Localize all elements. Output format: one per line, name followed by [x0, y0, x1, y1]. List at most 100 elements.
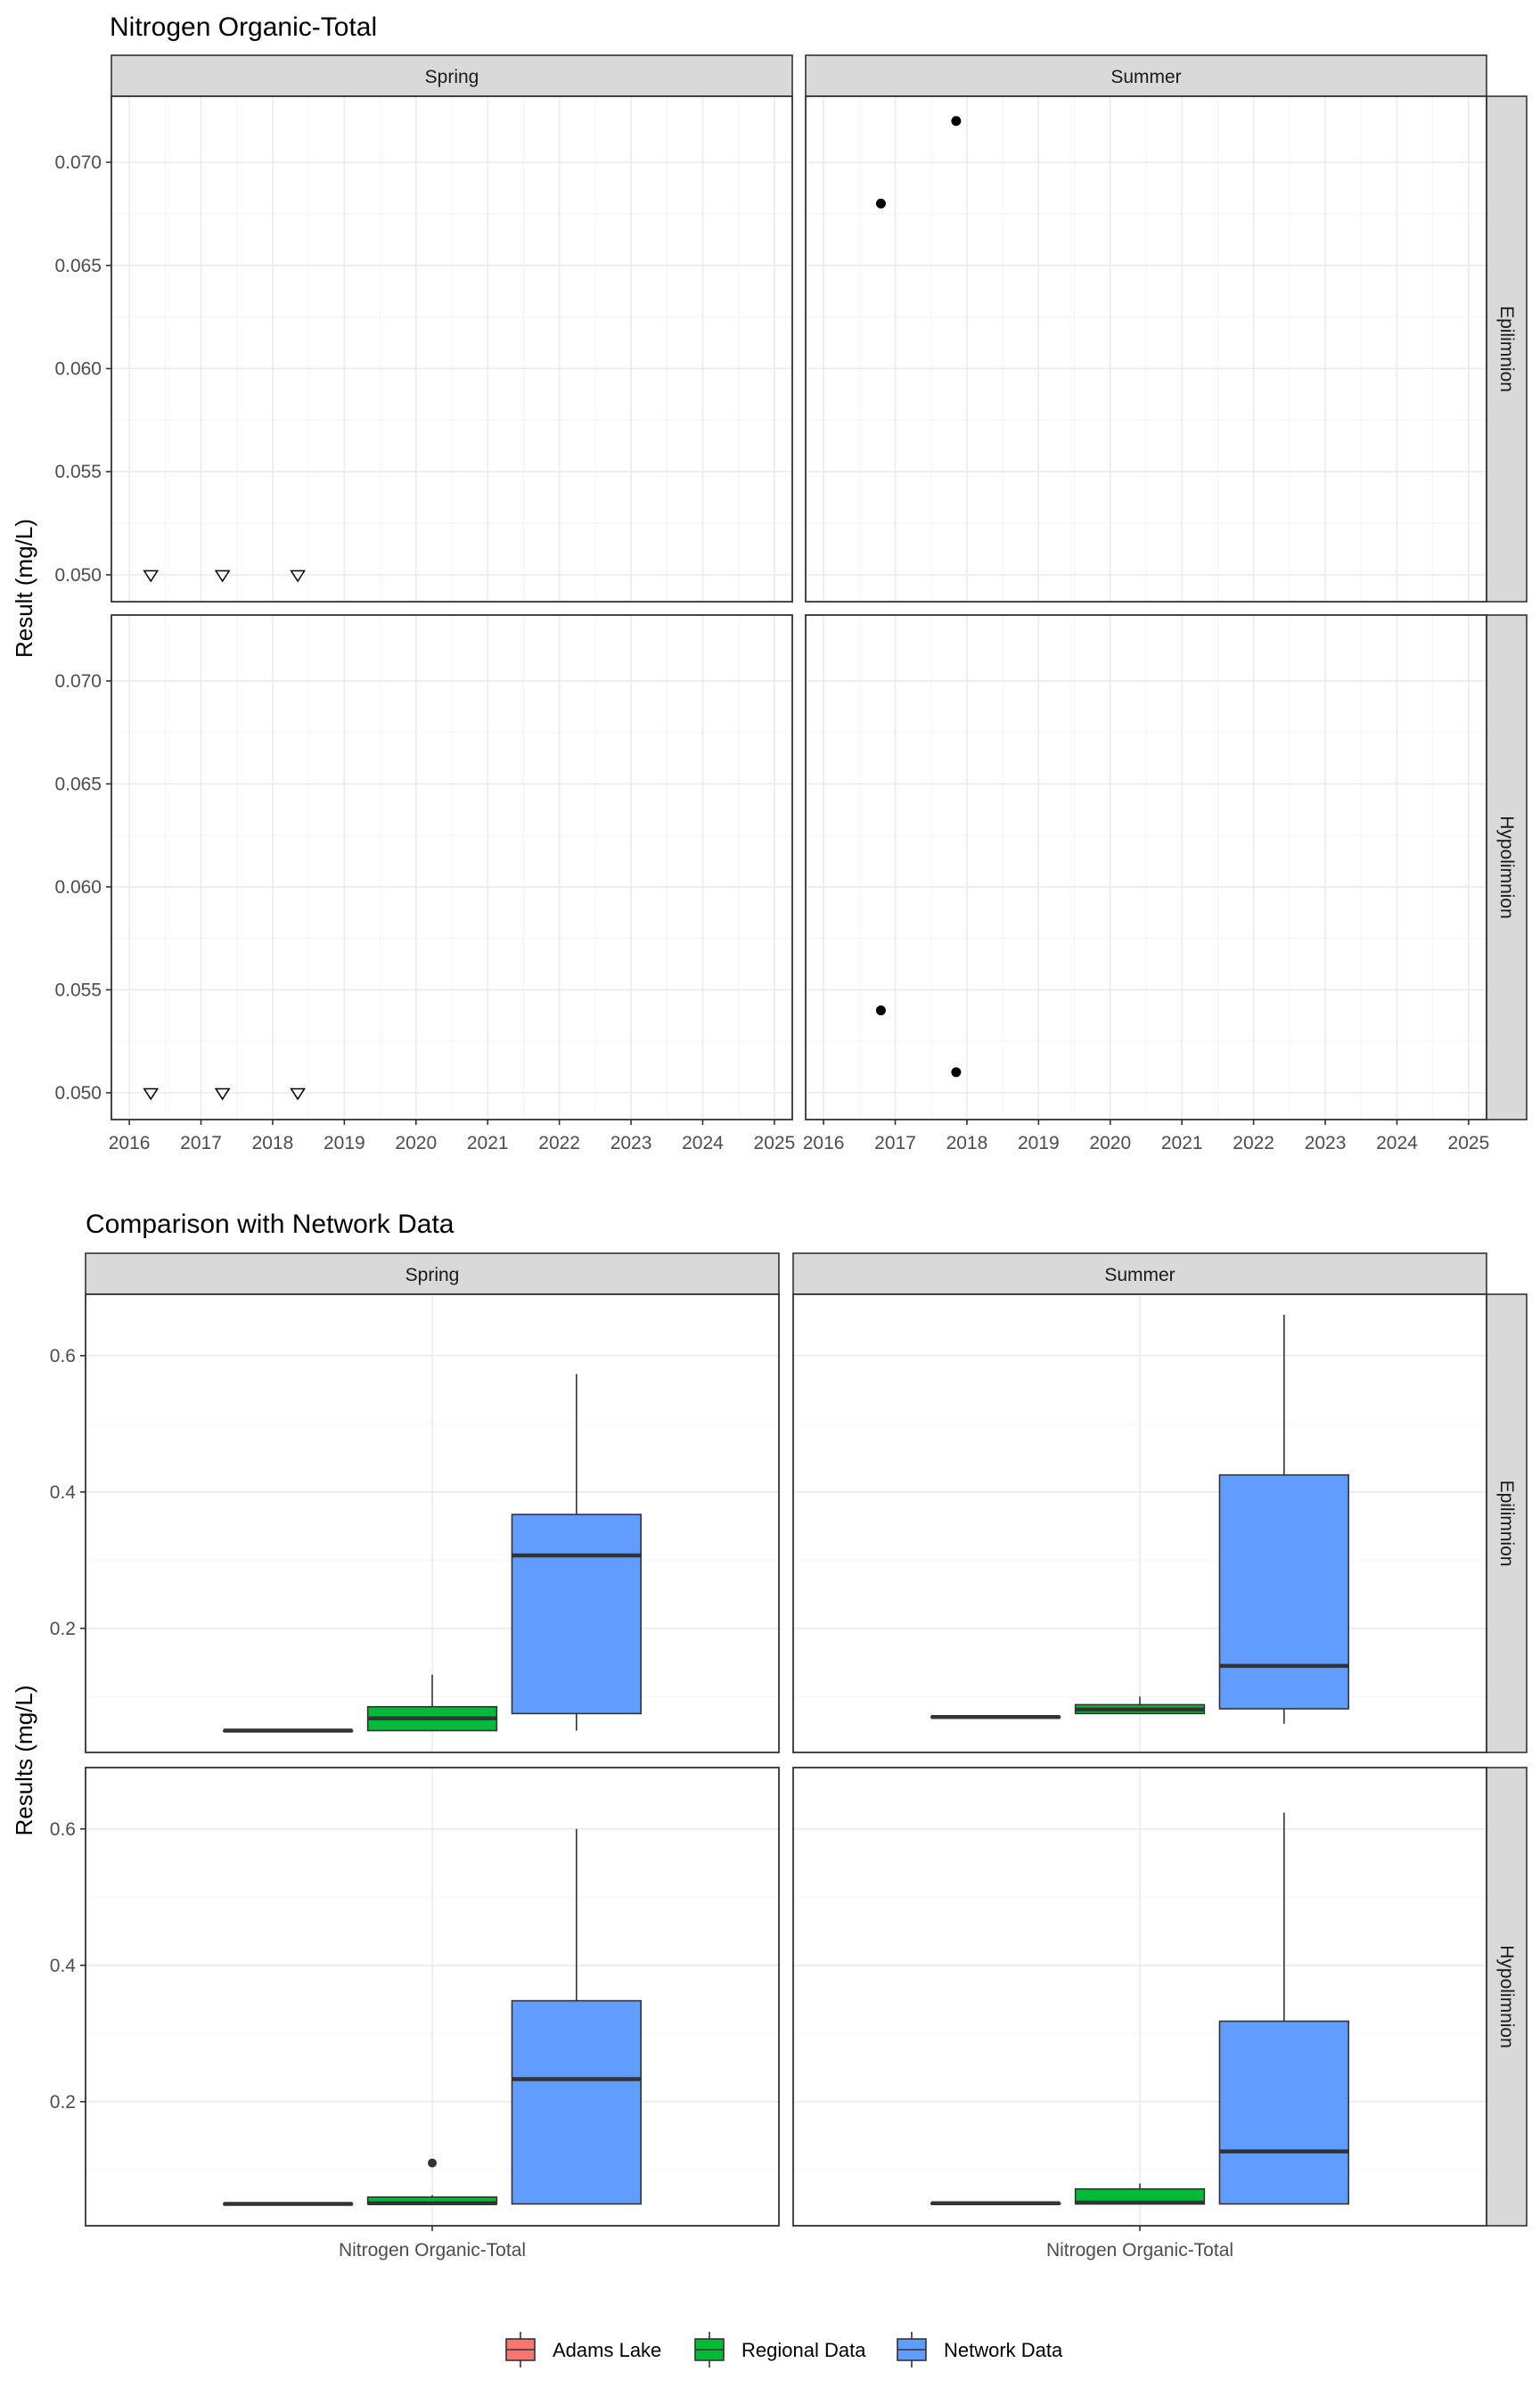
- x-tick-label: 2025: [754, 1133, 796, 1153]
- x-tick-label: 2024: [1376, 1133, 1418, 1153]
- y-tick-label: 0.070: [54, 671, 102, 692]
- strip-summer: [792, 1252, 1487, 1295]
- x-tick-label: 2023: [610, 1133, 652, 1153]
- x-tick-label: 2022: [1233, 1133, 1274, 1153]
- legend-label: Network Data: [944, 2339, 1063, 2361]
- box-regional-data: [366, 1674, 498, 1732]
- box-adams-lake: [930, 2201, 1061, 2206]
- boxplot-facet-chart: Comparison with Network Data Results (mg/…: [11, 1210, 1528, 2367]
- strip-epilimnion: [1486, 1293, 1528, 1753]
- panel-border: [805, 614, 1487, 1120]
- panel-spring-hypolimnion: [85, 1767, 780, 2227]
- y-tick-label: 0.050: [54, 1083, 102, 1104]
- panel-border: [85, 1293, 780, 1753]
- data-point-triangle: [214, 1087, 231, 1101]
- x-tick-label: 2019: [1018, 1133, 1060, 1153]
- box-network-data: [1218, 1314, 1349, 1724]
- data-point-circle: [875, 1005, 886, 1016]
- panel-border: [792, 1293, 1487, 1753]
- y-axis-label: Results (mg/L): [11, 1685, 37, 1835]
- x-tick-label: 2017: [180, 1133, 222, 1153]
- y-tick-label: 0.4: [50, 1956, 77, 1976]
- strip-label-spring: Spring: [425, 67, 479, 87]
- y-tick-label: 0.2: [50, 2092, 76, 2113]
- x-tick-label: 2023: [1305, 1133, 1347, 1153]
- strip-label-summer: Summer: [1104, 1265, 1175, 1285]
- strip-label-hypolimnion: Hypolimnion: [1496, 1945, 1517, 2048]
- panel-spring-epilimnion: [85, 1293, 780, 1753]
- legend-item-adams-lake: Adams Lake: [505, 2332, 661, 2367]
- box-regional-data: [1074, 1696, 1206, 1715]
- x-tick-label: 2020: [395, 1133, 437, 1153]
- strip-label-summer: Summer: [1110, 67, 1181, 87]
- strip-spring: [111, 54, 793, 97]
- strip-label-spring: Spring: [405, 1265, 460, 1285]
- y-tick-label: 0.6: [50, 1346, 76, 1366]
- y-tick-label: 0.6: [50, 1819, 76, 1840]
- x-tick-label: 2017: [874, 1133, 916, 1153]
- panel-border: [805, 95, 1487, 603]
- data-point-triangle: [143, 1087, 160, 1101]
- data-point-triangle: [143, 570, 160, 583]
- panel-border: [111, 95, 793, 603]
- panel-summer-epilimnion: [792, 1293, 1487, 1753]
- data-point-circle: [875, 198, 886, 209]
- chart-title: Comparison with Network Data: [86, 1210, 455, 1239]
- box-regional-data: [366, 2158, 498, 2206]
- chart-title: Nitrogen Organic-Total: [110, 12, 377, 42]
- y-tick-label: 0.2: [50, 1619, 76, 1639]
- y-tick-label: 0.060: [54, 877, 102, 898]
- legend-item-network-data: Network Data: [897, 2332, 1063, 2367]
- box-iqr: [1218, 1473, 1349, 1710]
- strip-hypolimnion: [1486, 614, 1528, 1120]
- x-tick-label: 2021: [467, 1133, 509, 1153]
- legend: Adams Lake Regional Data Network Data: [505, 2332, 1063, 2367]
- x-tick-label: 2020: [1089, 1133, 1131, 1153]
- box-regional-data: [1074, 2183, 1206, 2205]
- legend-item-regional-data: Regional Data: [694, 2332, 866, 2367]
- scatter-facet-chart: Nitrogen Organic-Total Result (mg/L) Sprin…: [11, 12, 1528, 1153]
- strip-label-epilimnion: Epilimnion: [1496, 306, 1517, 392]
- legend-label: Regional Data: [741, 2339, 866, 2361]
- x-tick-label: Nitrogen Organic-Total: [339, 2240, 526, 2261]
- y-tick-label: 0.070: [54, 152, 102, 173]
- x-tick-label: 2016: [803, 1133, 845, 1153]
- data-point-triangle: [290, 570, 306, 583]
- box-network-data: [511, 1374, 642, 1731]
- x-tick-label: 2024: [682, 1133, 724, 1153]
- box-adams-lake: [223, 1728, 354, 1733]
- x-tick-label: 2022: [538, 1133, 580, 1153]
- box-iqr: [1218, 2020, 1349, 2205]
- box-adams-lake: [930, 1714, 1061, 1719]
- x-tick-label: 2018: [252, 1133, 294, 1153]
- panel-summer-epilimnion: [805, 95, 1487, 603]
- data-point-triangle: [214, 570, 231, 583]
- y-axis-label: Result (mg/L): [11, 519, 37, 658]
- legend-label: Adams Lake: [553, 2339, 661, 2361]
- y-tick-label: 0.050: [54, 565, 102, 586]
- box-iqr: [511, 1514, 642, 1715]
- strip-summer: [805, 54, 1487, 97]
- y-tick-label: 0.065: [54, 774, 102, 794]
- strip-hypolimnion: [1486, 1767, 1528, 2227]
- panel-spring-hypolimnion: [111, 614, 793, 1120]
- y-tick-label: 0.055: [54, 980, 102, 1000]
- x-tick-label: 2021: [1161, 1133, 1203, 1153]
- box-network-data: [511, 1828, 642, 2205]
- y-tick-label: 0.060: [54, 358, 102, 379]
- data-point-triangle: [290, 1087, 306, 1101]
- x-tick-label: 2025: [1448, 1133, 1490, 1153]
- panel-summer-hypolimnion: [792, 1767, 1487, 2227]
- box-iqr: [511, 1999, 642, 2205]
- panel-spring-epilimnion: [111, 95, 793, 603]
- strip-label-hypolimnion: Hypolimnion: [1496, 816, 1517, 919]
- x-tick-label: 2019: [324, 1133, 365, 1153]
- y-tick-label: 0.4: [50, 1482, 77, 1503]
- data-point-circle: [951, 116, 962, 127]
- data-point-circle: [951, 1067, 962, 1078]
- panel-summer-hypolimnion: [805, 614, 1487, 1120]
- x-tick-label: 2018: [946, 1133, 988, 1153]
- box-adams-lake: [223, 2202, 354, 2206]
- panel-border: [111, 614, 793, 1120]
